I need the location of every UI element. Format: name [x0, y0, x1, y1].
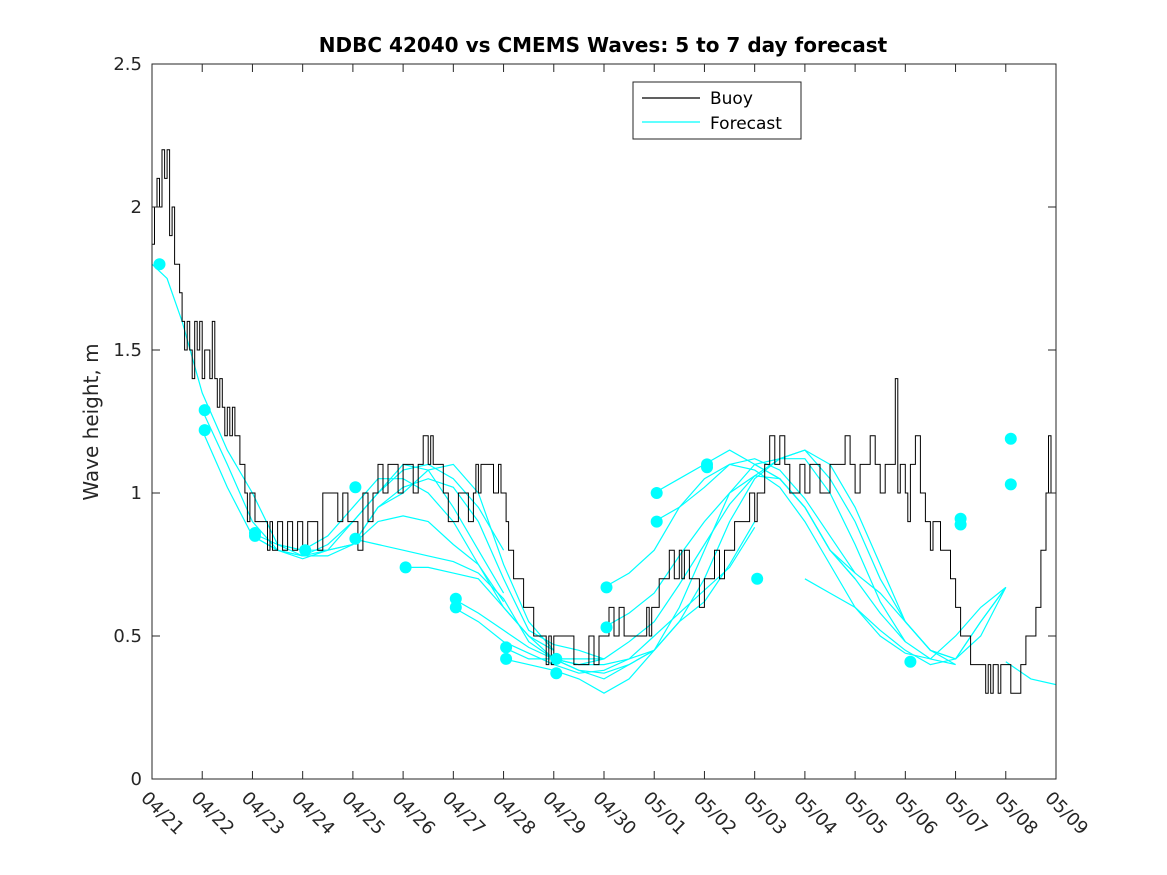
forecast-marker-9 [449, 592, 462, 605]
series-lines [152, 149, 1056, 694]
buoy-line [152, 149, 1056, 694]
forecast-marker-4 [249, 529, 261, 542]
forecast-marker-0 [153, 258, 166, 271]
forecast-marker-12 [500, 652, 513, 665]
forecast-marker-11 [500, 641, 513, 654]
forecast-marker-15 [600, 581, 613, 594]
y-tick-label-1: 0.5 [113, 626, 142, 647]
forecast-marker-26 [1004, 478, 1017, 491]
forecast-marker-10 [449, 601, 462, 614]
forecast-line-18 [804, 578, 1007, 666]
chart-title: NDBC 42040 vs CMEMS Waves: 5 to 7 day fo… [319, 33, 888, 57]
forecast-line-16 [653, 458, 856, 574]
y-axis-label: Wave height, m [79, 343, 103, 500]
forecast-marker-21 [751, 572, 764, 585]
legend: Buoy Forecast [632, 81, 802, 140]
forecast-marker-14 [550, 667, 563, 680]
forecast-marker-20 [701, 461, 713, 474]
forecast-marker-5 [299, 544, 312, 557]
forecast-marker-7 [349, 532, 362, 545]
y-tick-label-5: 2.5 [113, 54, 142, 75]
y-tick-label-3: 1.5 [113, 340, 142, 361]
forecast-line-13 [603, 463, 1007, 660]
legend-buoy-label: Buoy [710, 89, 753, 109]
forecast-marker-1 [198, 404, 211, 417]
forecast-line-7 [403, 566, 655, 666]
y-tick-label-4: 2 [131, 197, 142, 218]
forecast-marker-8 [399, 561, 412, 574]
y-tick-label-2: 1 [131, 483, 142, 504]
forecast-marker-25 [1004, 432, 1017, 445]
y-tick-label-0: 0 [131, 769, 142, 790]
forecast-marker-6 [349, 481, 362, 494]
forecast-marker-17 [650, 487, 663, 499]
forecast-marker-22 [904, 655, 917, 668]
forecast-line-19 [1005, 661, 1056, 686]
forecast-marker-13 [550, 652, 563, 665]
forecast-marker-24 [954, 518, 967, 531]
legend-forecast-label: Forecast [710, 114, 782, 134]
forecast-marker-18 [650, 515, 663, 528]
forecast-marker-16 [600, 621, 613, 634]
plot-area [152, 149, 1056, 694]
legend-box [632, 81, 802, 140]
forecast-marker-2 [198, 424, 211, 437]
